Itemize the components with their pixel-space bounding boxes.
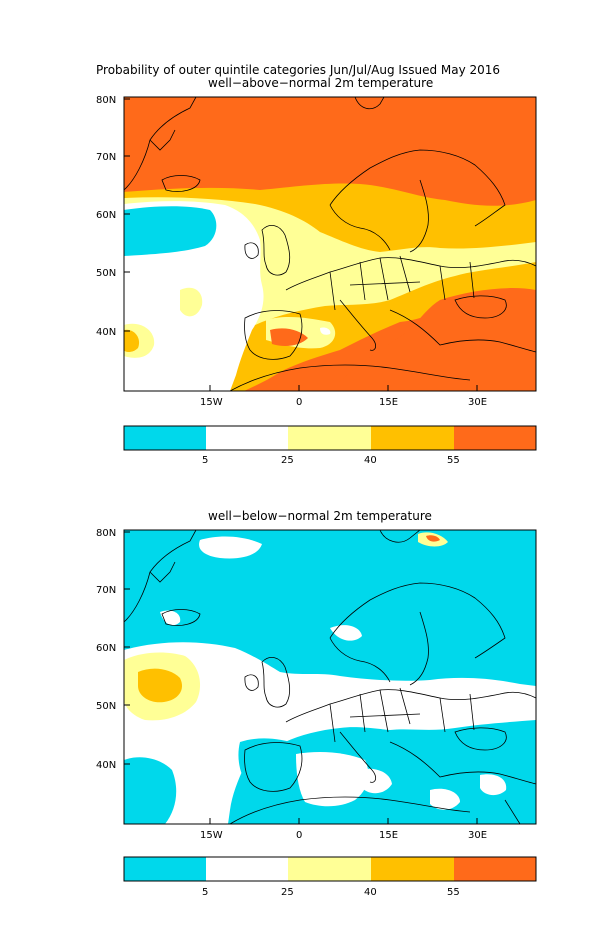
lon-label-15w: 15W bbox=[200, 830, 223, 841]
colorbar-bin-55-plus bbox=[454, 426, 536, 450]
lat-label-60n: 60N bbox=[96, 643, 116, 654]
colorbar-bin-5-25 bbox=[206, 426, 288, 450]
colorbar-bin-55-plus bbox=[454, 857, 536, 881]
colorbar-tick-55: 55 bbox=[447, 887, 460, 898]
lon-label-15e: 15E bbox=[379, 397, 398, 408]
map-frame-below bbox=[123, 529, 537, 825]
lon-label-0: 0 bbox=[296, 830, 302, 841]
probability-field-below bbox=[124, 530, 536, 824]
colorbar-tick-40: 40 bbox=[364, 455, 377, 466]
lat-label-60n: 60N bbox=[96, 210, 116, 221]
lat-label-70n: 70N bbox=[96, 585, 116, 596]
lat-label-80n: 80N bbox=[96, 95, 116, 106]
axis-ticks-below bbox=[124, 531, 478, 824]
map-frame-above bbox=[123, 96, 537, 392]
coastlines-below bbox=[124, 530, 536, 824]
colorbar-tick-25: 25 bbox=[281, 455, 294, 466]
lon-label-0: 0 bbox=[296, 397, 302, 408]
colorbar-bin-25-40 bbox=[288, 426, 371, 450]
lat-label-50n: 50N bbox=[96, 701, 116, 712]
colorbar-tick-5: 5 bbox=[202, 455, 208, 466]
lon-label-30e: 30E bbox=[468, 397, 487, 408]
colorbar-tick-55: 55 bbox=[447, 455, 460, 466]
panel-2-subtitle: well−below−normal 2m temperature bbox=[208, 509, 432, 523]
colorbar-tick-25: 25 bbox=[281, 887, 294, 898]
lat-label-70n: 70N bbox=[96, 152, 116, 163]
colorbar-above: 5 25 40 55 bbox=[123, 425, 537, 466]
colorbar-tick-40: 40 bbox=[364, 887, 377, 898]
colorbar-tick-5: 5 bbox=[202, 887, 208, 898]
lon-label-15w: 15W bbox=[200, 397, 223, 408]
colorbar-bin-0-5 bbox=[124, 857, 206, 881]
lat-label-50n: 50N bbox=[96, 268, 116, 279]
panel-1-subtitle: well−above−normal 2m temperature bbox=[208, 76, 434, 90]
probability-field-above bbox=[124, 97, 536, 391]
lat-label-40n: 40N bbox=[96, 760, 116, 771]
map-panel-below-normal: 80N 70N 60N 50N 40N 15W 0 15E 30E bbox=[96, 528, 537, 841]
axis-ticks-above bbox=[124, 98, 478, 391]
colorbar-bin-25-40 bbox=[288, 857, 371, 881]
lat-label-80n: 80N bbox=[96, 528, 116, 539]
lon-label-30e: 30E bbox=[468, 830, 487, 841]
figure-title: Probability of outer quintile categories… bbox=[96, 63, 501, 77]
colorbar-below: 5 25 40 55 bbox=[123, 856, 537, 898]
colorbar-bin-0-5 bbox=[124, 426, 206, 450]
map-panel-above-normal: 80N 70N 60N 50N 40N 15W 0 15E 30E bbox=[96, 95, 537, 408]
colorbar-bin-40-55 bbox=[371, 857, 454, 881]
lon-label-15e: 15E bbox=[379, 830, 398, 841]
colorbar-bin-5-25 bbox=[206, 857, 288, 881]
colorbar-bin-40-55 bbox=[371, 426, 454, 450]
coastlines-above bbox=[124, 97, 536, 391]
lat-label-40n: 40N bbox=[96, 327, 116, 338]
